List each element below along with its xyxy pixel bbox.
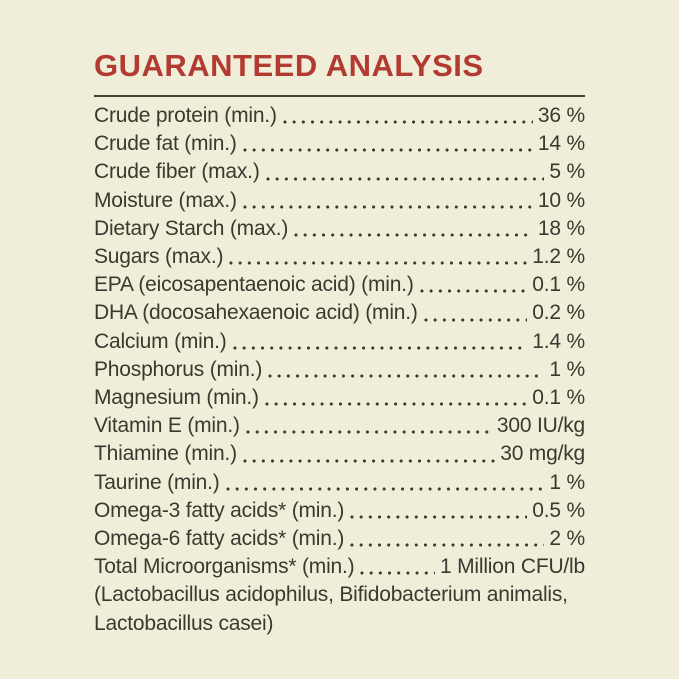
dot-leader [245,430,492,435]
table-row: Total Microorganisms* (min.) 1 Million C… [94,553,585,581]
row-value: 0.1 % [532,386,585,410]
heading-divider [94,95,585,97]
dot-leader [229,261,528,266]
dot-leader [419,289,528,294]
row-value: 30 mg/kg [500,442,585,466]
table-row: Calcium (min.) 1.4 % [94,328,585,356]
row-value: 0.5 % [532,498,585,522]
table-row: Crude protein (min.) 36 % [94,102,585,130]
table-row: Phosphorus (min.) 1 % [94,356,585,384]
ingredient-footnote: (Lactobacillus acidophilus, Bifidobacter… [94,581,585,637]
table-row: Dietary Starch (max.) 18 % [94,215,585,243]
row-value: 18 % [537,216,585,240]
table-row: Thiamine (min.) 30 mg/kg [94,440,585,468]
row-label: Vitamin E (min.) [94,414,240,438]
footnote-line: Lactobacillus casei) [94,611,274,635]
dot-leader [282,120,533,125]
row-value: 1 % [549,470,585,494]
dot-leader [264,402,528,407]
table-row: DHA (docosahexaenoic acid) (min.) 0.2 % [94,299,585,327]
table-row: Sugars (max.) 1.2 % [94,243,585,271]
row-value: 1.4 % [532,329,585,353]
dot-leader [423,317,528,322]
dot-leader [242,204,533,209]
footnote-line: (Lactobacillus acidophilus, Bifidobacter… [94,583,568,607]
dot-leader [225,486,545,491]
row-value: 10 % [537,188,585,212]
row-value: 1 Million CFU/lb [440,555,585,579]
row-label: Calcium (min.) [94,329,227,353]
row-label: Dietary Starch (max.) [94,216,289,240]
row-label: Crude fat (min.) [94,132,237,156]
dot-leader [350,515,528,520]
dot-leader [265,176,545,181]
dot-leader [350,543,545,548]
row-label: Omega-6 fatty acids* (min.) [94,527,345,551]
row-label: Moisture (max.) [94,188,237,212]
row-label: Taurine (min.) [94,470,220,494]
table-row: Crude fat (min.) 14 % [94,130,585,158]
page-title: GUARANTEED ANALYSIS [94,48,484,83]
dot-leader [242,458,496,463]
table-row: Taurine (min.) 1 % [94,469,585,497]
row-value: 0.2 % [532,301,585,325]
row-label: Omega-3 fatty acids* (min.) [94,498,345,522]
row-label: Phosphorus (min.) [94,357,263,381]
row-value: 0.1 % [532,273,585,297]
dot-leader [268,374,545,379]
table-row: Omega-3 fatty acids* (min.) 0.5 % [94,497,585,525]
row-label: Crude fiber (max.) [94,160,260,184]
row-label: Crude protein (min.) [94,104,277,127]
table-row: Magnesium (min.) 0.1 % [94,384,585,412]
row-label: Thiamine (min.) [94,442,237,466]
row-label: Magnesium (min.) [94,386,259,410]
row-value: 1.2 % [532,245,585,269]
analysis-rows: Crude protein (min.) 36 % Crude fat (min… [94,102,585,581]
table-row: Vitamin E (min.) 300 IU/kg [94,412,585,440]
row-value: 300 IU/kg [496,414,585,438]
row-value: 5 % [549,160,585,184]
row-label: DHA (docosahexaenoic acid) (min.) [94,301,418,325]
table-row: Moisture (max.) 10 % [94,187,585,215]
row-value: 14 % [537,132,585,156]
row-label: Total Microorganisms* (min.) [94,555,355,579]
table-row: Crude fiber (max.) 5 % [94,158,585,186]
dot-leader [294,233,533,238]
row-value: 1 % [549,357,585,381]
row-label: Sugars (max.) [94,245,224,269]
table-row: EPA (eicosapentaenoic acid) (min.) 0.1 % [94,271,585,299]
dot-leader [360,571,435,576]
row-label: EPA (eicosapentaenoic acid) (min.) [94,273,414,297]
table-row: Omega-6 fatty acids* (min.) 2 % [94,525,585,553]
row-value: 36 % [537,104,585,127]
dot-leader [242,148,533,153]
dot-leader [232,345,528,350]
row-value: 2 % [549,527,585,551]
